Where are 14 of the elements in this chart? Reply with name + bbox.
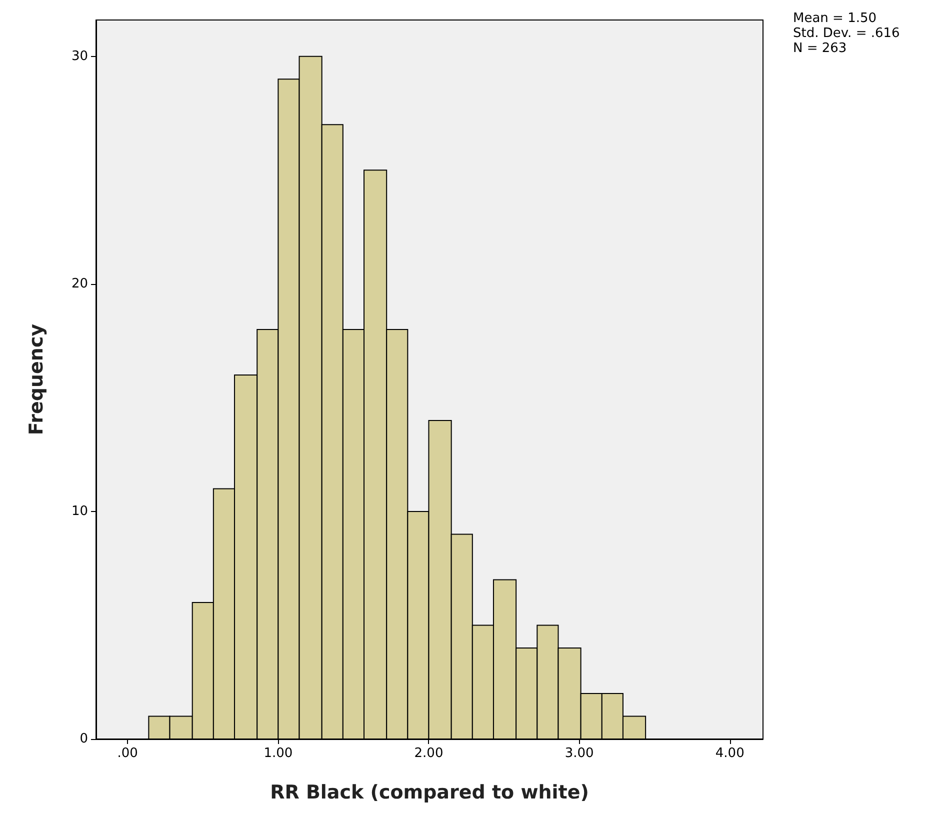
x-axis-title: RR Black (compared to white) [270,782,589,804]
x-tick-label: 2.00 [414,746,444,761]
text: Mean = 1.50 [793,11,877,26]
y-tick-label: 10 [71,504,88,519]
y-axis-title: Frequency [26,323,48,436]
x-tick-label: 3.00 [564,746,594,761]
text: Std. Dev. = .616 [793,26,900,41]
x-tick-label: .00 [117,746,138,761]
text: N = 263 [793,41,847,56]
y-tick-label: 0 [80,732,88,746]
x-tick-label: 4.00 [715,746,744,761]
x-tick-label: 1.00 [264,746,293,761]
y-tick-label: 20 [71,276,88,292]
y-tick-label: 30 [71,48,88,64]
